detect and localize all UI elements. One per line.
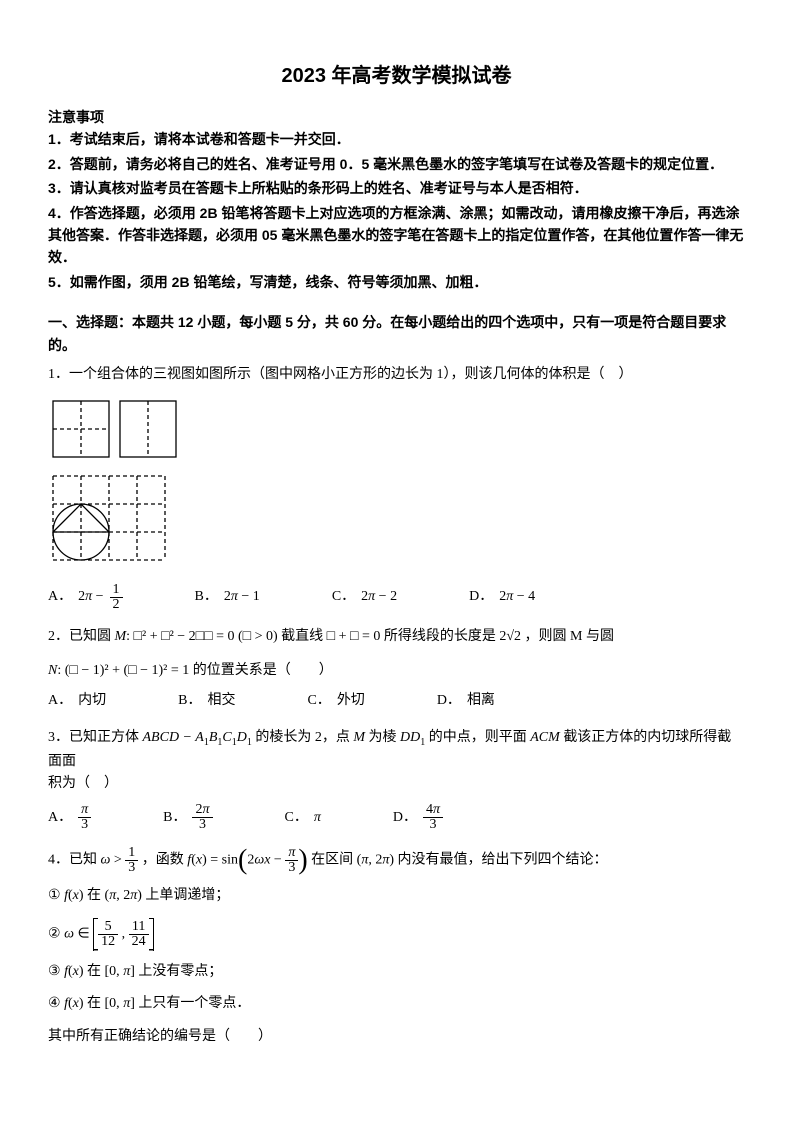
q2-mid2: 所得线段的长度是 xyxy=(384,629,496,644)
q2-line: □ + □ = 0 xyxy=(327,629,384,644)
q2-circle-m: M xyxy=(115,629,127,644)
q2-circle-n: N xyxy=(48,663,57,678)
q4-stmt-2: ② ω ∈ 512 , 1124 xyxy=(48,918,745,951)
question-1-figure xyxy=(48,396,745,574)
q2-opt-a-text: 内切 xyxy=(78,690,106,712)
q2-opt-c-text: 外切 xyxy=(337,690,365,712)
option-a: A．π3 xyxy=(48,803,91,832)
question-3-options: A．π3 B．2π3 C．π D．4π3 xyxy=(48,803,745,832)
question-3-text: 3．已知正方体 ABCD − A1B1C1D1 的棱长为 2，点 M 为棱 DD… xyxy=(48,727,745,796)
option-d: D．4π3 xyxy=(393,803,443,832)
question-2-options: A．内切 B．相交 C．外切 D．相离 xyxy=(48,690,745,712)
q4-ask: 其中所有正确结论的编号是（ ） xyxy=(48,1026,745,1048)
q2-len: 2√2 xyxy=(499,629,521,644)
option-d: D．2π − 4 xyxy=(469,583,535,612)
question-1: 1．一个组合体的三视图如图所示（图中网格小正方形的边长为 1），则该几何体的体积… xyxy=(48,364,745,612)
question-1-options: A．2π − 12 B．2π − 1 C．2π − 2 D．2π − 4 xyxy=(48,583,745,612)
section-1-heading: 一、选择题：本题共 12 小题，每小题 5 分，共 60 分。在每小题给出的四个… xyxy=(48,311,745,356)
q4-stmt-4: ④ f(x) 在 [0, π] 上只有一个零点． xyxy=(48,993,745,1015)
q2-opt-b-text: 相交 xyxy=(207,690,235,712)
question-2-text: 2．已知圆 M: □² + □² − 2□□ = 0 (□ > 0) 截直线 □… xyxy=(48,626,745,648)
option-c: C．π xyxy=(285,803,321,832)
question-4-lead: 4．已知 ω > 13 ，函数 f(x) = sin(2ωx − π3) 在区间… xyxy=(48,846,745,875)
option-c: C．外切 xyxy=(307,690,364,712)
notice-line: 3．请认真核对监考员在答题卡上所粘贴的条形码上的姓名、准考证号与本人是否相符． xyxy=(48,177,745,199)
q2-opt-d-text: 相离 xyxy=(467,690,495,712)
question-3: 3．已知正方体 ABCD − A1B1C1D1 的棱长为 2，点 M 为棱 DD… xyxy=(48,727,745,833)
option-b: B．相交 xyxy=(178,690,235,712)
notice-line: 5．如需作图，须用 2B 铅笔绘，写清楚，线条、符号等须加黑、加粗． xyxy=(48,271,745,293)
page-title: 2023 年高考数学模拟试卷 xyxy=(48,60,745,92)
question-2-text-b: N: (□ − 1)² + (□ − 1)² = 1 的位置关系是（ ） xyxy=(48,660,745,682)
option-a: A．2π − 12 xyxy=(48,583,123,612)
notice-line: 1．考试结束后，请将本试卷和答题卡一并交回． xyxy=(48,128,745,150)
q2-prefix: 2．已知圆 xyxy=(48,629,111,644)
question-2: 2．已知圆 M: □² + □² − 2□□ = 0 (□ > 0) 截直线 □… xyxy=(48,626,745,713)
notice-line: 2．答题前，请务必将自己的姓名、准考证号用 0．5 毫米黑色墨水的签字笔填写在试… xyxy=(48,153,745,175)
q2-mid1: 截直线 xyxy=(281,629,323,644)
q4-stmt-1: ① f(x) 在 (π, 2π) 上单调递增； xyxy=(48,885,745,907)
question-4: 4．已知 ω > 13 ，函数 f(x) = sin(2ωx − π3) 在区间… xyxy=(48,846,745,1048)
q2-tail: 的位置关系是（ ） xyxy=(193,663,333,678)
q2-mid3: ，则圆 M 与圆 xyxy=(525,629,614,644)
notice-line: 4．作答选择题，必须用 2B 铅笔将答题卡上对应选项的方框涂满、涂黑；如需改动，… xyxy=(48,202,745,269)
question-1-text: 1．一个组合体的三视图如图所示（图中网格小正方形的边长为 1），则该几何体的体积… xyxy=(48,364,745,386)
q4-stmt-3: ③ f(x) 在 [0, π] 上没有零点； xyxy=(48,961,745,983)
option-d: D．相离 xyxy=(437,690,495,712)
option-c: C．2π − 2 xyxy=(332,583,397,612)
option-b: B．2π − 1 xyxy=(195,583,260,612)
option-b: B．2π3 xyxy=(163,803,212,832)
option-a: A．内切 xyxy=(48,690,106,712)
notice-heading: 注意事项 xyxy=(48,106,745,128)
